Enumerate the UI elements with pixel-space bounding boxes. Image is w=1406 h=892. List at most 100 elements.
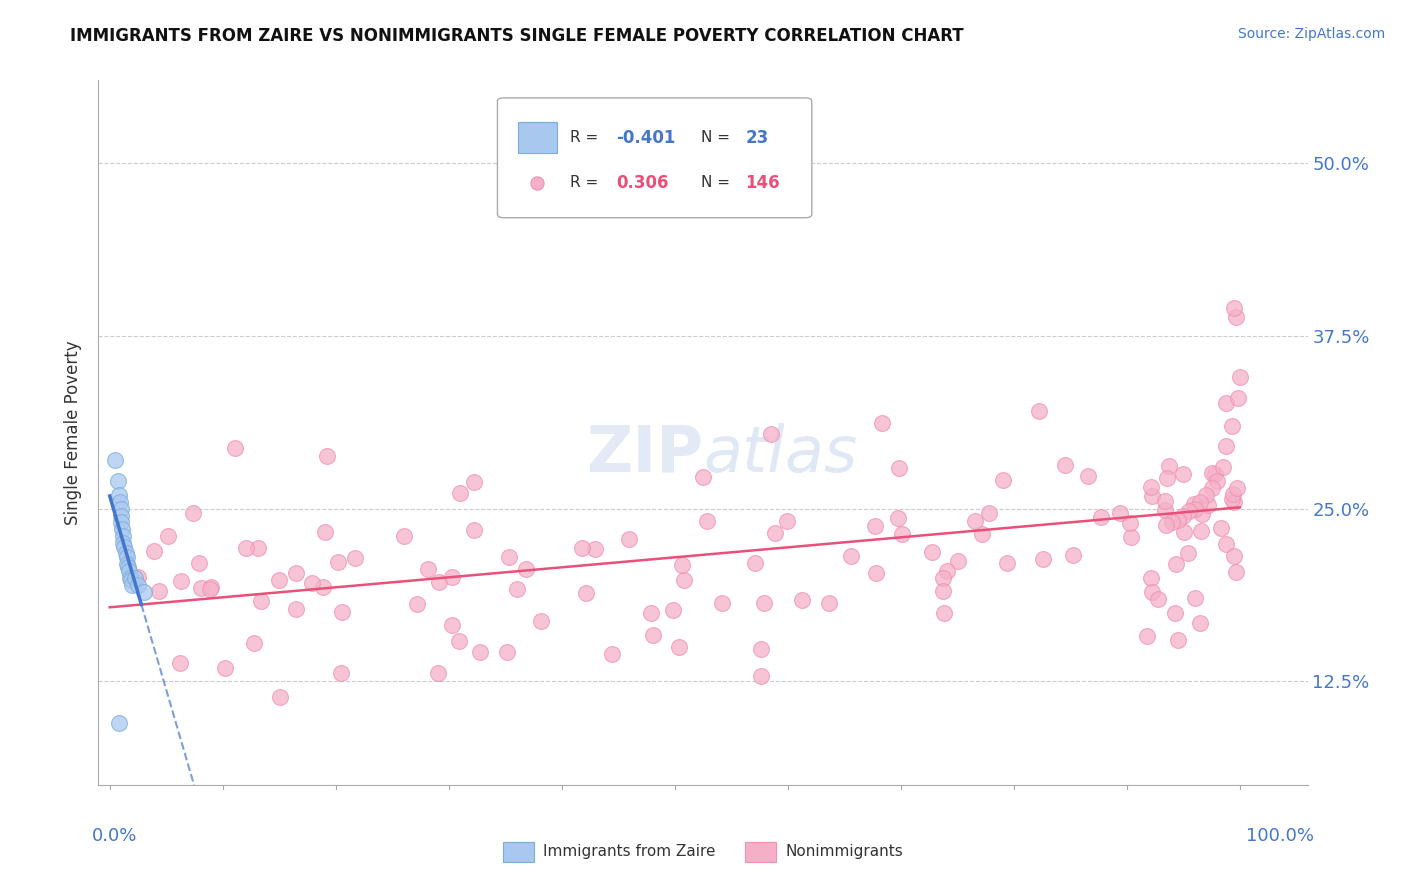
Text: Nonimmigrants: Nonimmigrants xyxy=(785,845,903,859)
Point xyxy=(1184,591,1206,605)
Point xyxy=(1177,546,1199,560)
Point xyxy=(751,669,773,683)
Point xyxy=(711,596,734,610)
Point xyxy=(127,570,149,584)
Point xyxy=(112,541,135,555)
Point xyxy=(1188,616,1211,631)
Point xyxy=(575,586,598,600)
Point xyxy=(330,605,353,619)
Point xyxy=(314,525,336,540)
Point xyxy=(1197,498,1219,512)
Point xyxy=(312,580,335,594)
Point xyxy=(1201,481,1223,495)
Point xyxy=(640,607,662,621)
Point xyxy=(1090,510,1112,524)
Point xyxy=(1139,481,1161,495)
Point xyxy=(617,532,640,546)
Point xyxy=(1121,530,1143,544)
Point xyxy=(1223,301,1246,316)
Point xyxy=(112,529,135,543)
Point xyxy=(1108,507,1130,521)
Point xyxy=(759,427,782,442)
Point xyxy=(1220,491,1243,506)
Point xyxy=(672,573,695,587)
Point xyxy=(235,541,257,556)
Text: ZIP: ZIP xyxy=(586,423,703,484)
Point xyxy=(120,571,142,585)
Point xyxy=(104,453,127,467)
Point xyxy=(1204,467,1226,482)
Point xyxy=(692,469,714,483)
Point xyxy=(330,666,353,681)
Point xyxy=(115,549,138,564)
Point xyxy=(1140,571,1163,585)
Point xyxy=(1225,566,1247,580)
Point xyxy=(1032,552,1054,566)
Point xyxy=(267,574,290,588)
Point xyxy=(1184,501,1206,516)
Point xyxy=(328,555,350,569)
Point xyxy=(870,417,893,431)
Point xyxy=(946,554,969,568)
Point xyxy=(1191,508,1213,522)
Point xyxy=(132,584,155,599)
Point xyxy=(1212,460,1234,475)
Point xyxy=(506,582,529,597)
Point xyxy=(394,529,416,543)
Point xyxy=(416,562,439,576)
Point xyxy=(1167,513,1189,527)
Text: 100.0%: 100.0% xyxy=(1246,827,1313,846)
Bar xyxy=(503,842,534,862)
Point xyxy=(169,656,191,670)
Point xyxy=(1147,591,1170,606)
Point xyxy=(1136,629,1159,643)
Point xyxy=(932,571,955,585)
Point xyxy=(993,473,1015,487)
Point xyxy=(1171,467,1194,481)
Text: 146: 146 xyxy=(745,174,780,192)
Point xyxy=(890,527,912,541)
Point xyxy=(107,488,129,502)
Point xyxy=(120,574,142,588)
Point xyxy=(107,715,129,730)
Bar xyxy=(517,121,557,153)
Point xyxy=(269,690,291,704)
Text: N =: N = xyxy=(700,175,734,190)
Point xyxy=(1229,370,1251,384)
Point xyxy=(127,577,149,591)
Point xyxy=(1195,488,1218,502)
Point xyxy=(995,556,1018,570)
Point xyxy=(841,549,863,564)
Text: R =: R = xyxy=(569,175,603,190)
Point xyxy=(749,642,772,657)
Point xyxy=(1140,585,1163,599)
Point xyxy=(530,615,553,629)
Point xyxy=(108,494,131,508)
Point xyxy=(406,597,429,611)
Point xyxy=(979,506,1001,520)
Point xyxy=(1161,516,1184,530)
Point xyxy=(110,516,132,530)
Point xyxy=(1062,548,1084,562)
Point xyxy=(1222,487,1244,501)
Point xyxy=(224,441,246,455)
Point xyxy=(117,559,139,574)
Point xyxy=(744,556,766,570)
Point xyxy=(170,574,193,588)
Point xyxy=(965,515,987,529)
Point xyxy=(1159,459,1181,474)
Point xyxy=(671,558,693,572)
Point xyxy=(121,577,143,591)
Point xyxy=(214,661,236,675)
Point xyxy=(142,544,165,558)
Text: Immigrants from Zaire: Immigrants from Zaire xyxy=(543,845,716,859)
Point xyxy=(1189,524,1212,538)
Point xyxy=(1206,474,1229,488)
Point xyxy=(1077,468,1099,483)
Point xyxy=(1182,497,1205,511)
Point xyxy=(1225,310,1247,324)
Point xyxy=(1156,471,1178,485)
Point xyxy=(1201,466,1223,480)
Point xyxy=(190,581,212,595)
Point xyxy=(1211,521,1233,535)
